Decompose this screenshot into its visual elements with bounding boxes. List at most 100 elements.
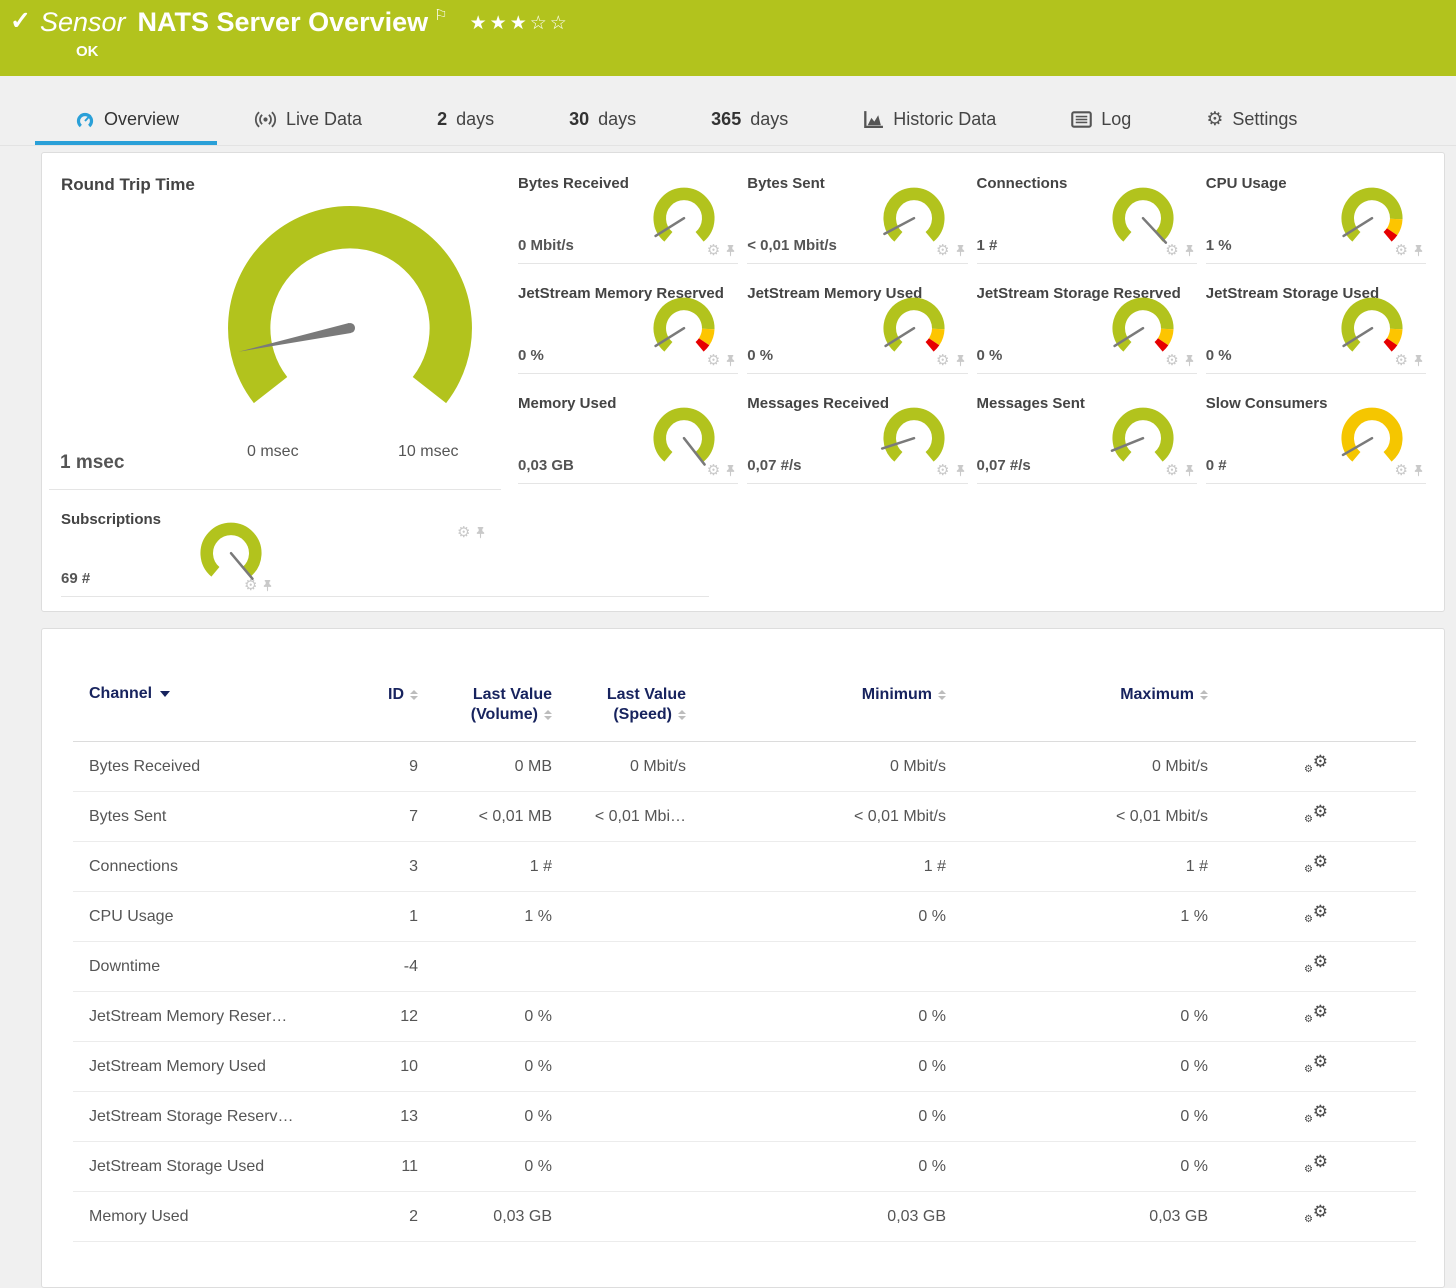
column-header-minimum[interactable]: Minimum <box>686 685 946 742</box>
cell-maximum: 0 Mbit/s <box>946 742 1208 792</box>
gear-icon[interactable]: ⚙ <box>707 463 720 478</box>
cell-maximum: 0,03 GB <box>946 1192 1208 1242</box>
column-header-channel[interactable]: Channel <box>73 685 343 742</box>
cell-id: 3 <box>343 842 418 892</box>
gear-small-icon: ⚙ <box>1304 915 1313 925</box>
gear-icon[interactable]: ⚙ <box>1165 353 1178 368</box>
gear-icon[interactable]: ⚙ <box>936 463 949 478</box>
status-check-icon: ✓ <box>10 5 31 37</box>
gauge-value: 0 % <box>518 347 544 364</box>
gauge-jetstream-storage-reserved[interactable]: JetStream Storage Reserved0 %⚙ <box>977 279 1197 374</box>
gauge-jetstream-storage-used[interactable]: JetStream Storage Used0 %⚙ <box>1206 279 1426 374</box>
pin-icon[interactable] <box>1413 354 1424 367</box>
pin-icon[interactable] <box>955 244 966 257</box>
channel-settings-gears-icon[interactable]: ⚙⚙ <box>1304 1103 1328 1125</box>
pin-icon[interactable] <box>725 244 736 257</box>
gear-icon[interactable]: ⚙ <box>244 578 257 593</box>
gear-icon[interactable]: ⚙ <box>1395 353 1408 368</box>
tab-365-days[interactable]: 365 days <box>711 109 788 145</box>
table-row-jetstream-memory-used: JetStream Memory Used100 %0 %0 %⚙⚙ <box>73 1042 1416 1092</box>
channel-settings-gears-icon[interactable]: ⚙⚙ <box>1304 1053 1328 1075</box>
gear-icon[interactable]: ⚙ <box>707 243 720 258</box>
channel-settings-gears-icon[interactable]: ⚙⚙ <box>1304 953 1328 975</box>
channel-settings-gears-icon[interactable]: ⚙⚙ <box>1304 1203 1328 1225</box>
gauge-value: 0 % <box>747 347 773 364</box>
tab-2-days[interactable]: 2 days <box>437 109 494 145</box>
gauge-actions: ⚙ <box>1395 243 1424 258</box>
gear-icon[interactable]: ⚙ <box>1165 463 1178 478</box>
pin-icon[interactable] <box>955 354 966 367</box>
cell-actions: ⚙⚙ <box>1208 1142 1416 1192</box>
priority-stars[interactable]: ★★★☆☆ <box>470 12 570 35</box>
column-header-last-value-speed[interactable]: Last Value(Speed) <box>552 685 686 742</box>
gear-icon[interactable]: ⚙ <box>936 243 949 258</box>
gauge-slow-consumers[interactable]: Slow Consumers0 #⚙ <box>1206 389 1426 484</box>
cell-channel[interactable]: JetStream Memory Used <box>73 1042 343 1092</box>
gauge-bytes-received[interactable]: Bytes Received0 Mbit/s⚙ <box>518 169 738 264</box>
gauge-messages-sent[interactable]: Messages Sent0,07 #/s⚙ <box>977 389 1197 484</box>
tab-historic-data[interactable]: Historic Data <box>863 109 996 145</box>
channel-settings-gears-icon[interactable]: ⚙⚙ <box>1304 753 1328 775</box>
cell-channel[interactable]: JetStream Memory Reser… <box>73 992 343 1042</box>
gauge-value: 0 % <box>1206 347 1232 364</box>
cell-channel[interactable]: CPU Usage <box>73 892 343 942</box>
column-header-last-value-volume[interactable]: Last Value(Volume) <box>418 685 552 742</box>
column-header-id[interactable]: ID <box>343 685 418 742</box>
pin-icon[interactable] <box>725 354 736 367</box>
gauge-jetstream-memory-reserved[interactable]: JetStream Memory Reserved0 %⚙ <box>518 279 738 374</box>
gear-icon[interactable]: ⚙ <box>1165 243 1178 258</box>
cell-last-value-speed <box>552 892 686 942</box>
gear-small-icon: ⚙ <box>1304 765 1313 775</box>
cell-channel[interactable]: Connections <box>73 842 343 892</box>
gauge-memory-used[interactable]: Memory Used0,03 GB⚙ <box>518 389 738 484</box>
channel-settings-gears-icon[interactable]: ⚙⚙ <box>1304 903 1328 925</box>
pin-icon[interactable] <box>955 464 966 477</box>
tab-overview[interactable]: Overview <box>75 109 179 145</box>
cell-channel[interactable]: JetStream Storage Reserv… <box>73 1092 343 1142</box>
tab-label: days <box>598 109 636 130</box>
gear-icon: ⚙ <box>1313 853 1328 870</box>
gauge-subscriptions[interactable]: Subscriptions69 #⚙ <box>61 505 709 597</box>
gauge-bytes-sent[interactable]: Bytes Sent< 0,01 Mbit/s⚙ <box>747 169 967 264</box>
channel-settings-gears-icon[interactable]: ⚙⚙ <box>1304 1153 1328 1175</box>
channel-settings-gears-icon[interactable]: ⚙⚙ <box>1304 853 1328 875</box>
pin-icon[interactable] <box>1413 464 1424 477</box>
channel-settings-gears-icon[interactable]: ⚙⚙ <box>1304 803 1328 825</box>
pin-icon[interactable] <box>1413 244 1424 257</box>
cell-id: 1 <box>343 892 418 942</box>
priority-flag-icon[interactable]: ⚐ <box>434 8 447 23</box>
live-data-icon <box>254 111 277 128</box>
round-trip-time-gauge[interactable] <box>224 202 476 454</box>
gear-icon[interactable]: ⚙ <box>707 353 720 368</box>
tab-30-days[interactable]: 30 days <box>569 109 636 145</box>
table-header-row: Channel ID Last Value(Volume) Last Value… <box>73 685 1416 742</box>
cell-channel[interactable]: JetStream Storage Used <box>73 1142 343 1192</box>
pin-icon[interactable] <box>725 464 736 477</box>
cell-channel[interactable]: Bytes Sent <box>73 792 343 842</box>
gear-small-icon: ⚙ <box>1304 1115 1313 1125</box>
pin-icon[interactable] <box>262 579 273 592</box>
column-header-maximum[interactable]: Maximum <box>946 685 1208 742</box>
cell-last-value-volume: 0 % <box>418 1042 552 1092</box>
gauge-cpu-usage[interactable]: CPU Usage1 %⚙ <box>1206 169 1426 264</box>
cell-channel[interactable]: Bytes Received <box>73 742 343 792</box>
main-gauge-title: Round Trip Time <box>61 175 195 195</box>
pin-icon[interactable] <box>1184 354 1195 367</box>
gauge-messages-received[interactable]: Messages Received0,07 #/s⚙ <box>747 389 967 484</box>
pin-icon[interactable] <box>1184 464 1195 477</box>
gear-icon[interactable]: ⚙ <box>1395 243 1408 258</box>
tab-number: 2 <box>437 109 447 130</box>
gauge-jetstream-memory-used[interactable]: JetStream Memory Used0 %⚙ <box>747 279 967 374</box>
tab-log[interactable]: Log <box>1071 109 1131 145</box>
cell-last-value-speed <box>552 942 686 992</box>
gauge-connections[interactable]: Connections1 #⚙ <box>977 169 1197 264</box>
cell-last-value-volume: < 0,01 MB <box>418 792 552 842</box>
pin-icon[interactable] <box>1184 244 1195 257</box>
gear-icon[interactable]: ⚙ <box>936 353 949 368</box>
cell-channel[interactable]: Memory Used <box>73 1192 343 1242</box>
tab-settings[interactable]: ⚙ Settings <box>1206 109 1297 145</box>
gear-icon[interactable]: ⚙ <box>1395 463 1408 478</box>
tab-live-data[interactable]: Live Data <box>254 109 362 145</box>
channel-settings-gears-icon[interactable]: ⚙⚙ <box>1304 1003 1328 1025</box>
cell-channel[interactable]: Downtime <box>73 942 343 992</box>
